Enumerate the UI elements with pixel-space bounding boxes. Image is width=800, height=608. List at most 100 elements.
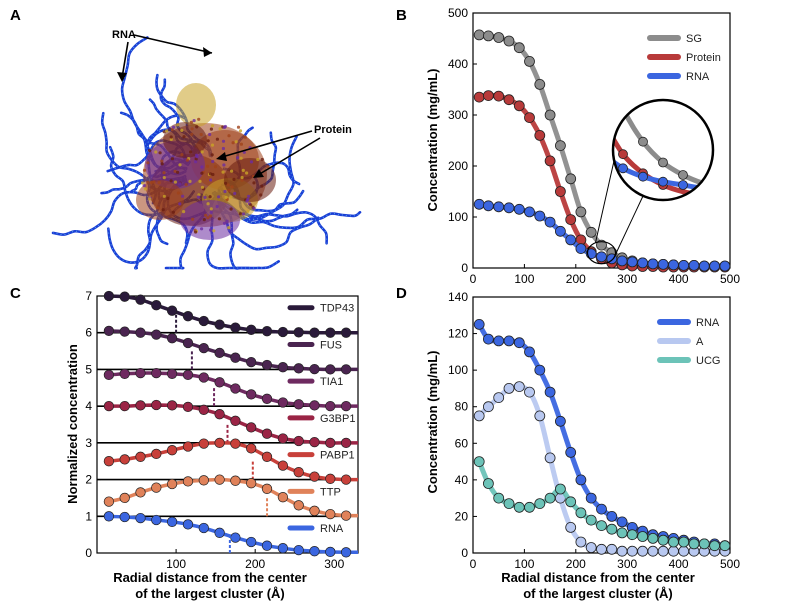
panel-d-point-ucg (688, 538, 700, 550)
panel-c-xlabel-line2: of the largest cluster (Å) (135, 586, 285, 601)
protein-residue (162, 171, 166, 175)
panel-d-point-ucg (668, 536, 679, 548)
panel-c-point-fus (309, 363, 320, 375)
protein-residue (162, 176, 166, 180)
protein-residue (224, 195, 228, 199)
panel-d-point-ucg (719, 540, 731, 552)
panel-b-point-sg (555, 140, 566, 152)
protein-residue (211, 172, 215, 177)
panel-c-point-rna (246, 536, 257, 548)
panel-b-point-protein (524, 112, 535, 123)
panel-c-legend-label: TDP43 (320, 303, 354, 315)
panel-d-point-ucg (493, 492, 505, 504)
protein-residue (181, 194, 185, 198)
protein-residue (152, 180, 156, 184)
protein-residue (209, 228, 213, 232)
protein-residue (252, 206, 256, 210)
panel-c-point-pabp1 (135, 451, 146, 462)
panel-d-point-a (473, 410, 485, 422)
panel-c-point-rna (340, 547, 352, 558)
protein-residue (232, 177, 236, 181)
panel-b-inset-point-sg (678, 170, 688, 180)
panel-c-point-pabp1 (166, 445, 178, 456)
protein-residue (142, 168, 147, 172)
protein-residue (166, 196, 170, 200)
protein-residue (209, 127, 213, 131)
protein-residue (239, 156, 243, 160)
panel-b-point-protein (503, 94, 515, 106)
panel-b-point-rna (575, 243, 587, 255)
protein-residue (192, 119, 196, 123)
panel-b-point-rna (668, 259, 679, 271)
panel-c-point-fus (166, 333, 178, 344)
panel-c-ytick-label: 4 (85, 399, 92, 413)
panel-d-point-ucg (637, 531, 648, 542)
panel-c-point-rna (119, 511, 130, 523)
protein-residue (178, 163, 182, 167)
protein-residue (176, 170, 180, 174)
protein-residue (249, 203, 253, 207)
panel-c-point-fus (119, 326, 130, 337)
protein-residue (224, 181, 228, 185)
panel-b-inset-point-sg (658, 157, 668, 168)
protein-residue (206, 164, 210, 168)
panel-d-point-ucg (585, 514, 597, 526)
protein-residue (233, 191, 237, 196)
panel-d-point-rna (513, 337, 525, 349)
panel-c-point-ttp (309, 505, 320, 516)
protein-residue (222, 163, 226, 167)
panel-b-point-sg (534, 79, 546, 90)
rna-strand-highlight (121, 37, 187, 170)
rna-strand-highlight (214, 192, 361, 229)
panel-b-point-rna (544, 216, 556, 228)
panel-d-point-rna (524, 346, 535, 358)
protein-residue (200, 150, 204, 154)
panel-b-ytick-label: 200 (448, 159, 468, 173)
panel-b-ytick-label: 400 (448, 57, 468, 71)
panel-d-ytick-label: 80 (455, 400, 469, 414)
panel-c-point-ttp (135, 487, 146, 498)
protein-residue (176, 191, 180, 195)
panel-c-xtick-label: 300 (324, 557, 344, 571)
panel-b-point-protein (534, 129, 546, 141)
panel-c-point-tdp43 (340, 327, 352, 338)
protein-residue (170, 157, 174, 161)
panel-b-point-sg (473, 29, 485, 41)
panel-b-point-rna (637, 257, 648, 269)
protein-residue (148, 197, 152, 201)
protein-residue (243, 135, 247, 139)
protein-residue (197, 117, 201, 121)
panel-b-point-rna (482, 200, 494, 212)
panel-d-point-rna (565, 446, 577, 458)
panel-d-point-a (524, 386, 535, 398)
protein-residue (218, 127, 222, 131)
protein-residue (266, 165, 270, 169)
protein-residue (260, 157, 264, 162)
panel-d-point-a (596, 543, 607, 555)
annotation-rna: RNA (112, 29, 136, 41)
panel-b-point-rna (473, 198, 485, 210)
annotation-protein-arrows (216, 130, 321, 178)
protein-residue (229, 207, 233, 211)
panel-b-xtick-label: 500 (720, 272, 740, 286)
panel-b-xtick-label: 400 (669, 272, 689, 286)
panel-c-point-rna (325, 546, 336, 558)
protein-blob (176, 83, 216, 127)
panel-d-point-ucg (513, 501, 525, 513)
panel-d-point-rna (606, 511, 618, 522)
protein-residue (213, 165, 218, 169)
panel-d-xlabel-line1: Radial distance from the center (501, 570, 695, 585)
rna-strand-highlight (107, 139, 190, 172)
protein-residue (157, 181, 161, 185)
panel-c-point-ttp (103, 496, 115, 507)
panel-d-point-ucg (524, 501, 535, 513)
protein-residue (225, 219, 229, 223)
protein-residue (206, 202, 210, 206)
panel-c-point-tdp43 (151, 300, 162, 311)
protein-residue (221, 146, 225, 151)
panel-c-point-tdp43 (293, 327, 304, 338)
panel-b-point-rna (524, 206, 535, 218)
panel-c-point-tia1 (293, 399, 304, 410)
panel-c-point-fus (325, 364, 336, 375)
panel-c-point-ttp (198, 475, 209, 486)
